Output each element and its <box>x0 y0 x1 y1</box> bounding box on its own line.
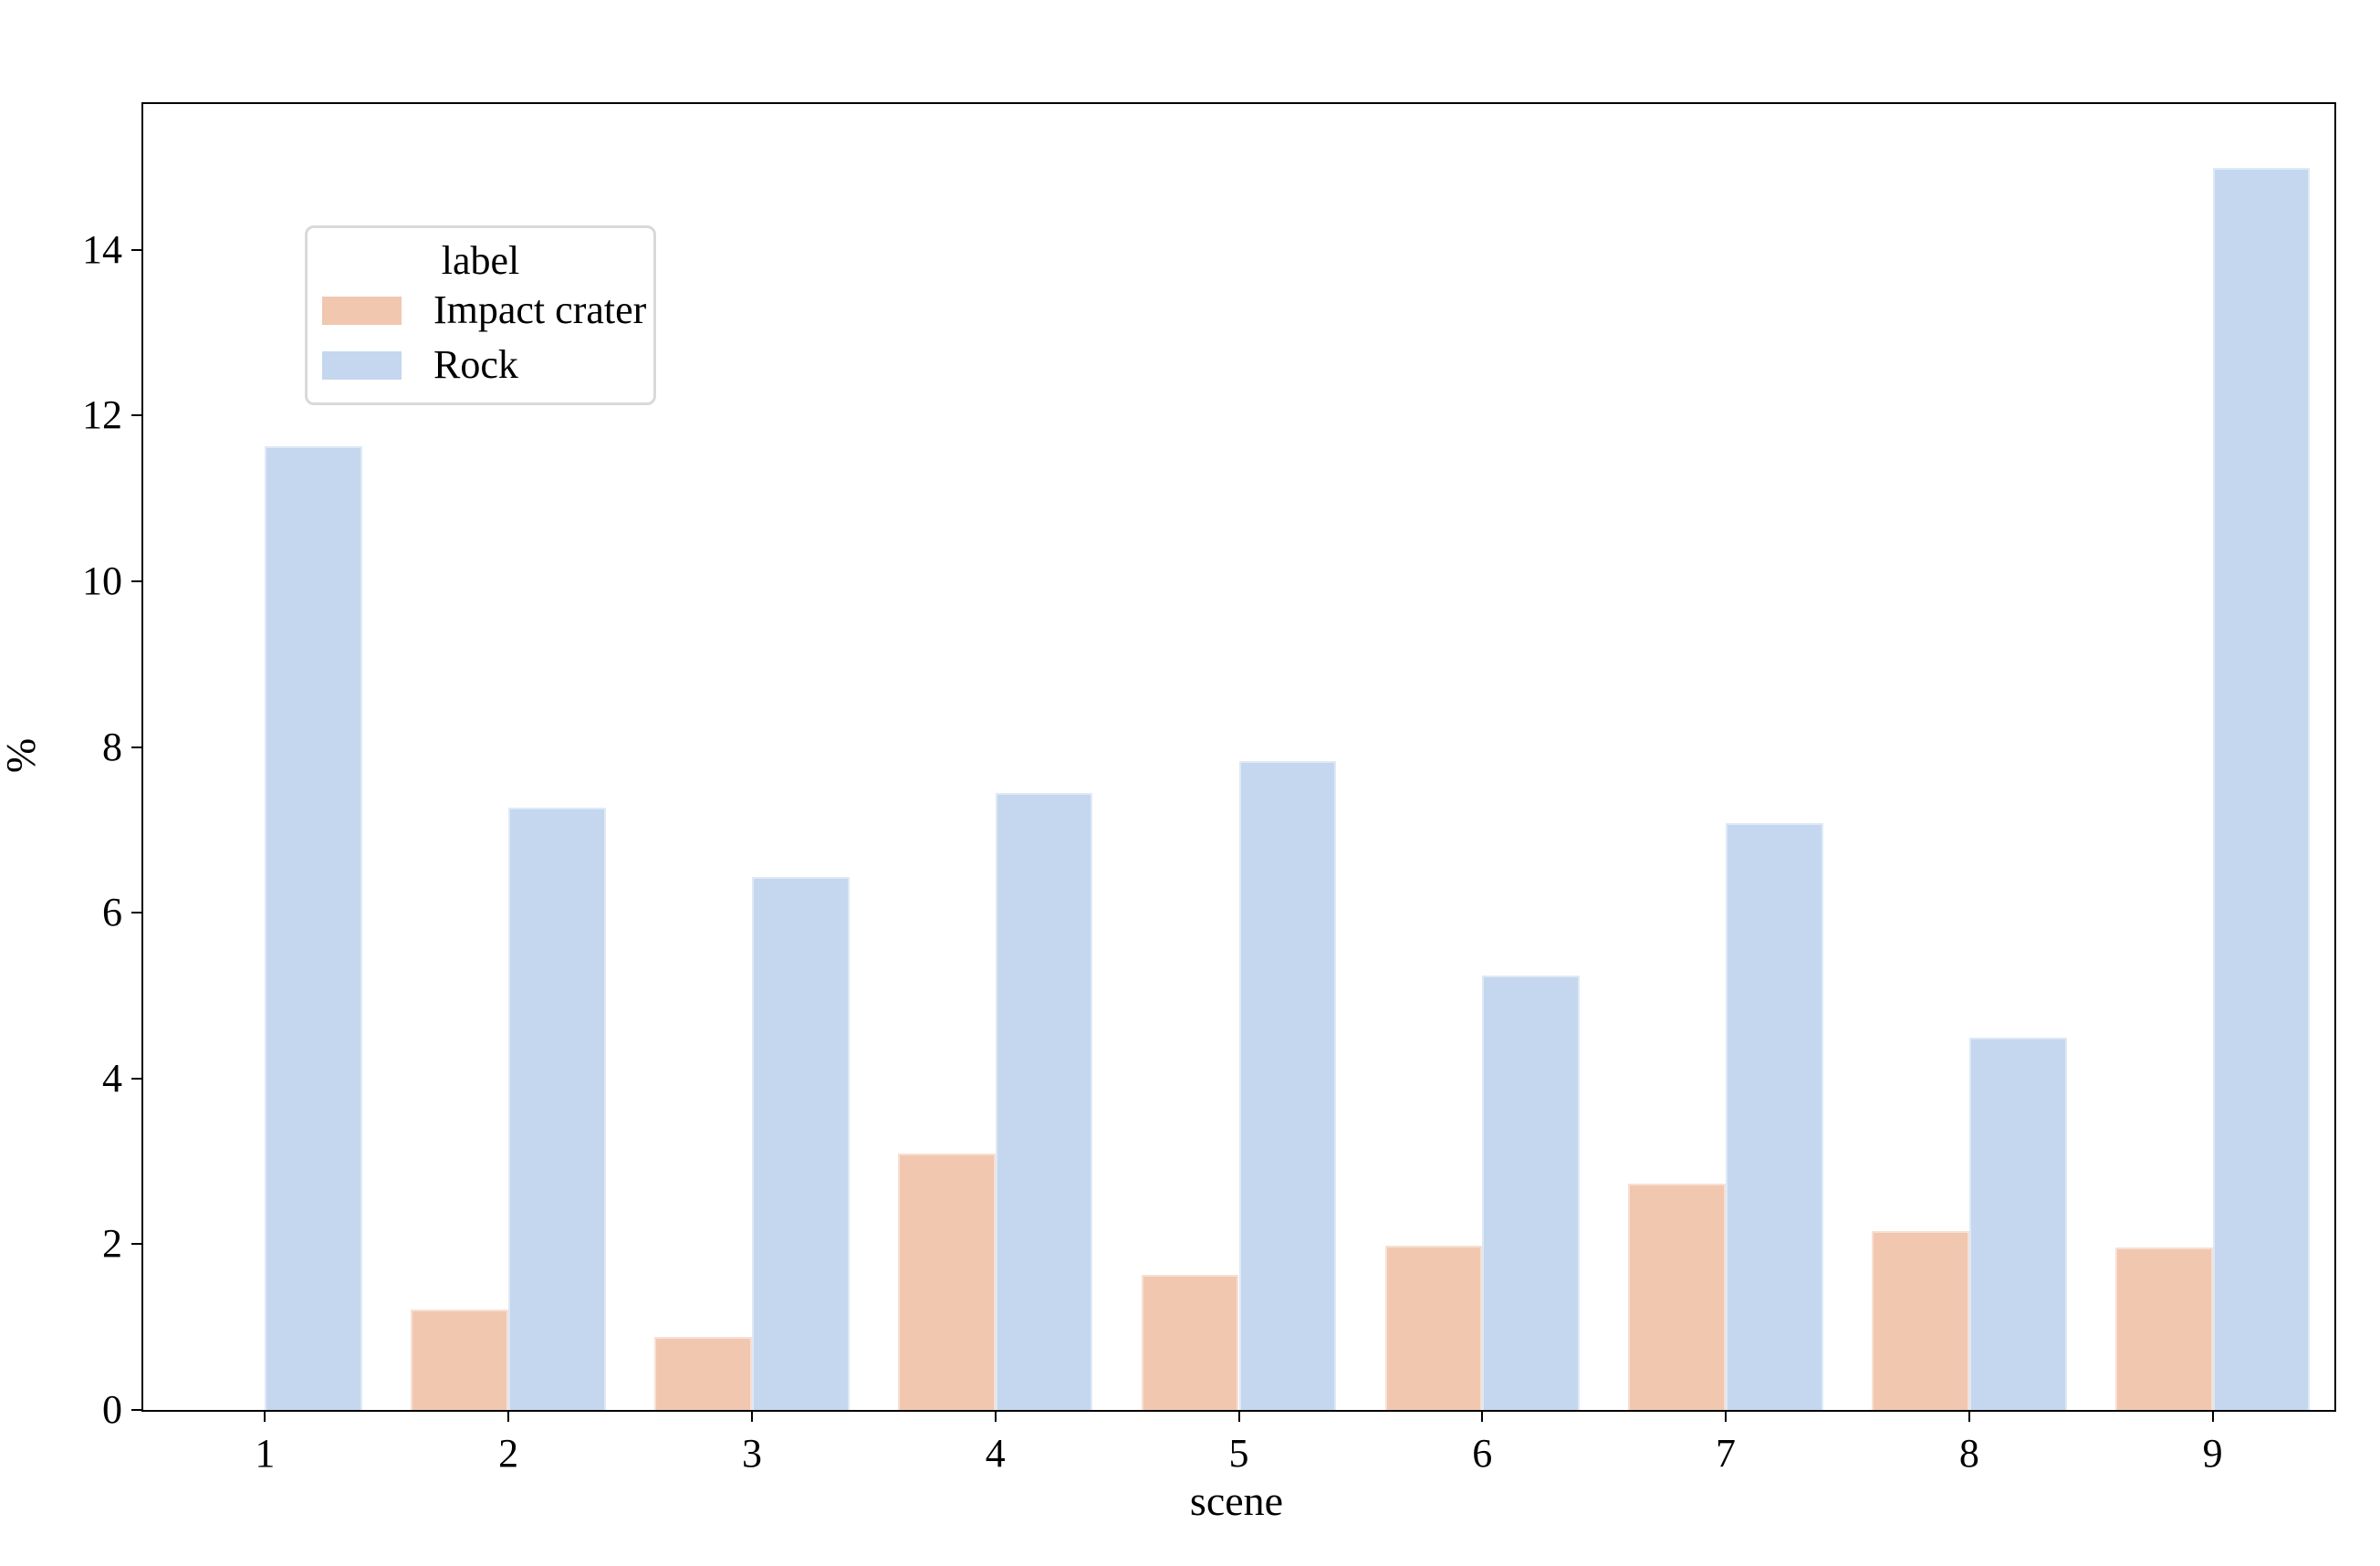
x-tick-label-9: 9 <box>2202 1431 2223 1476</box>
legend-item-impact-crater: Impact crater <box>308 283 653 338</box>
x-tick-mark-4 <box>994 1412 997 1422</box>
y-tick-mark-6 <box>131 912 141 914</box>
y-tick-mark-10 <box>131 580 141 582</box>
y-tick-mark-0 <box>131 1409 141 1411</box>
x-tick-mark-3 <box>750 1412 753 1422</box>
y-tick-label-12: 12 <box>82 392 122 438</box>
y-tick-mark-14 <box>131 248 141 251</box>
x-tick-label-8: 8 <box>1958 1431 1979 1476</box>
x-tick-mark-5 <box>1237 1412 1240 1422</box>
legend: label Impact crater Rock <box>305 225 656 405</box>
y-tick-mark-4 <box>131 1077 141 1080</box>
x-tick-mark-9 <box>2211 1412 2214 1422</box>
y-tick-label-14: 14 <box>82 226 122 272</box>
x-tick-label-6: 6 <box>1472 1431 1493 1476</box>
bar-impact-crater-scene-4 <box>898 1153 996 1410</box>
bar-rock-scene-5 <box>1238 761 1337 1410</box>
x-tick-label-2: 2 <box>498 1431 519 1476</box>
y-axis-label: % <box>0 737 44 774</box>
x-tick-label-7: 7 <box>1716 1431 1737 1476</box>
y-tick-mark-12 <box>131 414 141 417</box>
x-tick-mark-8 <box>1968 1412 1970 1422</box>
x-tick-label-4: 4 <box>985 1431 1006 1476</box>
x-tick-label-5: 5 <box>1228 1431 1249 1476</box>
x-tick-mark-6 <box>1481 1412 1484 1422</box>
legend-item-label: Rock <box>433 342 518 387</box>
bar-impact-crater-scene-2 <box>411 1310 509 1410</box>
bar-rock-scene-8 <box>1968 1038 2067 1410</box>
bar-impact-crater-scene-8 <box>1872 1230 1969 1410</box>
bar-impact-crater-scene-3 <box>654 1337 752 1410</box>
bar-rock-scene-7 <box>1726 823 1823 1410</box>
legend-title: label <box>441 238 520 283</box>
bar-rock-scene-4 <box>995 793 1093 1410</box>
y-tick-label-8: 8 <box>102 724 122 769</box>
bar-rock-scene-6 <box>1482 976 1580 1410</box>
x-tick-mark-7 <box>1725 1412 1728 1422</box>
bar-rock-scene-9 <box>2212 167 2311 1410</box>
x-axis-label: scene <box>1189 1477 1284 1524</box>
y-tick-label-4: 4 <box>102 1055 122 1101</box>
x-tick-mark-1 <box>264 1412 266 1422</box>
y-tick-label-10: 10 <box>82 559 122 603</box>
bar-impact-crater-scene-5 <box>1141 1275 1239 1410</box>
y-tick-mark-8 <box>131 746 141 748</box>
y-tick-label-6: 6 <box>102 890 122 935</box>
y-tick-label-2: 2 <box>102 1221 122 1267</box>
x-tick-mark-2 <box>507 1412 510 1422</box>
bar-rock-scene-1 <box>265 446 363 1410</box>
bar-rock-scene-2 <box>508 807 606 1410</box>
legend-item-label: Impact crater <box>433 287 647 332</box>
bar-impact-crater-scene-6 <box>1384 1246 1483 1410</box>
legend-item-rock: Rock <box>308 338 653 392</box>
bar-impact-crater-scene-9 <box>2114 1248 2213 1410</box>
impact-crater-swatch <box>322 296 402 325</box>
y-tick-mark-2 <box>131 1243 141 1246</box>
x-tick-label-3: 3 <box>741 1431 762 1476</box>
bar-rock-scene-3 <box>751 877 850 1410</box>
x-tick-label-1: 1 <box>255 1431 276 1476</box>
plot-area: 0 2 4 6 8 10 12 14 1 2 3 4 5 6 7 8 9 label Impact crater… <box>82 102 2336 1474</box>
rock-swatch <box>322 350 402 380</box>
bar-impact-crater-scene-7 <box>1628 1184 1727 1410</box>
y-tick-label-0: 0 <box>102 1387 122 1432</box>
